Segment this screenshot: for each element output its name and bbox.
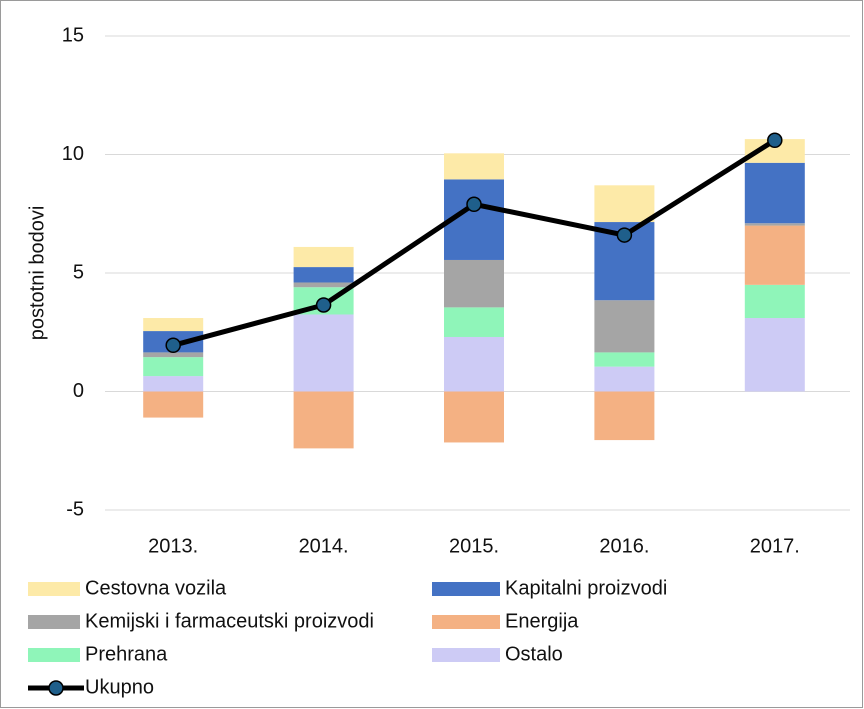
bar-segment (444, 259, 504, 308)
legend-label: Kemijski i farmaceutski proizvodi (85, 610, 374, 632)
x-tick-label: 2016. (599, 535, 649, 557)
bar-segment (293, 246, 354, 268)
legend-swatch (28, 648, 80, 662)
legend-marker (48, 680, 64, 696)
bar-segment (744, 223, 805, 226)
bar-segment (744, 318, 805, 392)
bar-segment (143, 357, 204, 377)
legend-label: Ostalo (505, 643, 563, 665)
bar-segment (744, 162, 805, 224)
line-marker (165, 337, 181, 354)
y-tick-label: -5 (66, 498, 84, 520)
x-tick-label: 2014. (299, 535, 349, 557)
bar-segment (293, 314, 354, 392)
line-marker (767, 132, 783, 149)
x-tick-label: 2013. (148, 535, 198, 557)
bar-segment (594, 300, 655, 353)
bar-segment (444, 336, 504, 392)
x-tick-label: 2017. (750, 535, 800, 557)
y-axis-label: postotni bodovi (26, 206, 48, 341)
legend-label: Kapitalni proizvodi (505, 577, 667, 599)
y-tick-label: 0 (73, 380, 84, 402)
legend-swatch (28, 615, 80, 629)
line-marker (315, 297, 332, 313)
bar-segment (293, 267, 354, 283)
bar-segment (444, 153, 504, 180)
bar-segment (744, 225, 805, 285)
y-tick-label: 5 (73, 261, 84, 283)
bar-segment (594, 185, 655, 223)
legend-label: Cestovna vozila (85, 577, 227, 599)
bar-segment (293, 391, 354, 449)
legend-label: Energija (505, 610, 579, 632)
bar-segment (594, 366, 655, 392)
bar-segment (444, 391, 504, 443)
bar-segment (143, 376, 204, 392)
bar-segment (594, 352, 655, 367)
legend-swatch (432, 582, 500, 596)
bar-segment (444, 307, 504, 337)
y-tick-label: 15 (62, 24, 84, 46)
bar-segment (744, 139, 805, 163)
legend-swatch (432, 615, 500, 629)
bar-segment (594, 391, 655, 441)
bar-segment (744, 284, 805, 319)
line-marker (616, 227, 633, 243)
line-marker (466, 196, 482, 213)
legend-swatch (28, 582, 80, 596)
bar-segment (143, 318, 204, 332)
x-tick-label: 2015. (449, 535, 499, 557)
bar-segment (143, 352, 204, 358)
legend-label: Ukupno (85, 676, 154, 698)
legend-swatch (432, 648, 500, 662)
bar-segment (293, 282, 354, 288)
bar-segment (143, 391, 204, 418)
y-tick-label: 10 (62, 143, 84, 165)
legend-label: Prehrana (85, 643, 168, 665)
